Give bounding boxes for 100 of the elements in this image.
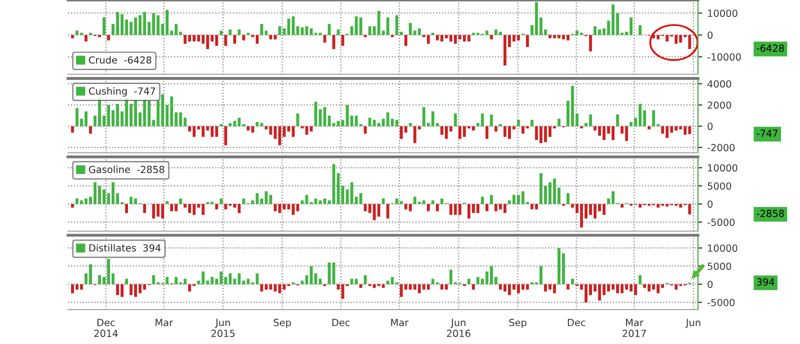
- bar: [278, 284, 282, 294]
- bar: [498, 32, 502, 35]
- y-tick-label: -2000: [708, 144, 735, 152]
- y-tick-label: 5000: [708, 262, 732, 270]
- bar: [228, 123, 232, 126]
- bar: [643, 284, 646, 288]
- bar: [224, 34, 228, 46]
- bar: [490, 34, 493, 40]
- bar: [242, 34, 246, 40]
- bar: [638, 275, 642, 284]
- bar: [359, 284, 362, 288]
- bar: [71, 204, 74, 208]
- bar: [238, 30, 241, 35]
- bar: [426, 204, 430, 212]
- y-tick-label: 2000: [708, 101, 732, 109]
- bar: [458, 204, 462, 215]
- bar: [404, 34, 408, 46]
- bar: [426, 284, 430, 290]
- bar: [364, 34, 367, 38]
- bar: [566, 284, 570, 290]
- bar: [558, 118, 560, 126]
- y-tick-label: 0: [708, 31, 713, 39]
- bar: [260, 24, 264, 35]
- bar: [630, 122, 633, 126]
- bar: [130, 284, 133, 296]
- bar: [382, 198, 385, 204]
- bar: [454, 113, 457, 126]
- bar: [130, 196, 133, 204]
- bar: [436, 204, 439, 212]
- bar: [184, 34, 187, 44]
- series-label: Cushing -747: [88, 87, 156, 97]
- bar: [152, 204, 156, 218]
- text: -747: [756, 130, 778, 137]
- bar: [224, 204, 228, 210]
- bar: [494, 126, 498, 132]
- bar: [125, 204, 128, 214]
- x-tick-label: Dec: [568, 318, 586, 326]
- bar: [125, 278, 128, 284]
- y-tick-label: 0: [708, 200, 713, 208]
- bar: [287, 126, 290, 132]
- x-tick-label: Mar 2017: [622, 318, 646, 338]
- bar: [166, 201, 169, 204]
- x-tick-label: Dec: [332, 318, 350, 326]
- bar: [467, 278, 470, 284]
- y-tick-label: 0: [708, 280, 713, 288]
- y-tick-label: 5000: [708, 182, 732, 190]
- bar: [260, 284, 264, 292]
- bar: [102, 17, 106, 35]
- x-tick-label: Sep: [274, 318, 291, 328]
- bar: [256, 122, 259, 126]
- bar: [566, 193, 570, 204]
- y-tick-label: -5000: [708, 298, 735, 306]
- bar: [382, 284, 385, 288]
- bar: [71, 34, 74, 38]
- bar: [170, 204, 174, 212]
- text: -6428: [756, 44, 784, 52]
- bar: [89, 126, 92, 134]
- x-tick-label: Jun 2016: [446, 318, 470, 338]
- bar: [364, 275, 367, 284]
- x-tick-label: Jun 2015: [211, 318, 235, 338]
- bar: [485, 126, 488, 139]
- x-tick-label: Dec 2014: [94, 318, 118, 338]
- bar: [386, 204, 390, 218]
- bar: [143, 204, 146, 214]
- bar: [480, 113, 484, 126]
- bar: [377, 204, 380, 217]
- x-tick-label: Jun: [685, 318, 700, 328]
- y-tick-label: 10000: [708, 10, 738, 17]
- bar: [422, 200, 426, 204]
- bar: [220, 30, 223, 35]
- bar: [431, 200, 434, 204]
- bar: [400, 201, 403, 204]
- y-tick-label: 10000: [708, 244, 738, 252]
- bar: [408, 123, 412, 126]
- bar: [228, 30, 232, 35]
- bar: [310, 126, 313, 132]
- text: -2858: [756, 210, 784, 218]
- bar: [188, 284, 192, 292]
- bar: [472, 126, 475, 130]
- bar: [364, 126, 367, 134]
- bar: [480, 196, 484, 204]
- bar: [444, 284, 448, 290]
- bar: [571, 278, 574, 284]
- bar: [485, 30, 488, 35]
- x-tick-label: Sep: [509, 318, 526, 328]
- bar: [652, 110, 656, 126]
- text: 394: [757, 278, 774, 286]
- bar: [418, 28, 421, 35]
- bar: [220, 198, 223, 204]
- bar: [246, 126, 250, 130]
- bar: [620, 204, 624, 208]
- y-tick-label: 10000: [708, 164, 738, 172]
- bar: [490, 194, 493, 204]
- y-tick-label: -5000: [708, 218, 735, 226]
- y-tick-label: 0: [708, 122, 713, 130]
- bar: [616, 114, 620, 126]
- bar: [648, 126, 651, 130]
- bar: [526, 34, 529, 47]
- bar: [386, 17, 390, 35]
- y-tick-label: 4000: [708, 80, 732, 88]
